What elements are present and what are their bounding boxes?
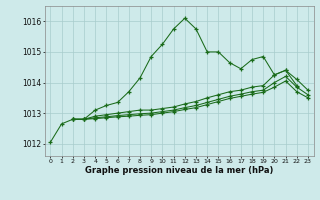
X-axis label: Graphe pression niveau de la mer (hPa): Graphe pression niveau de la mer (hPa) bbox=[85, 166, 273, 175]
